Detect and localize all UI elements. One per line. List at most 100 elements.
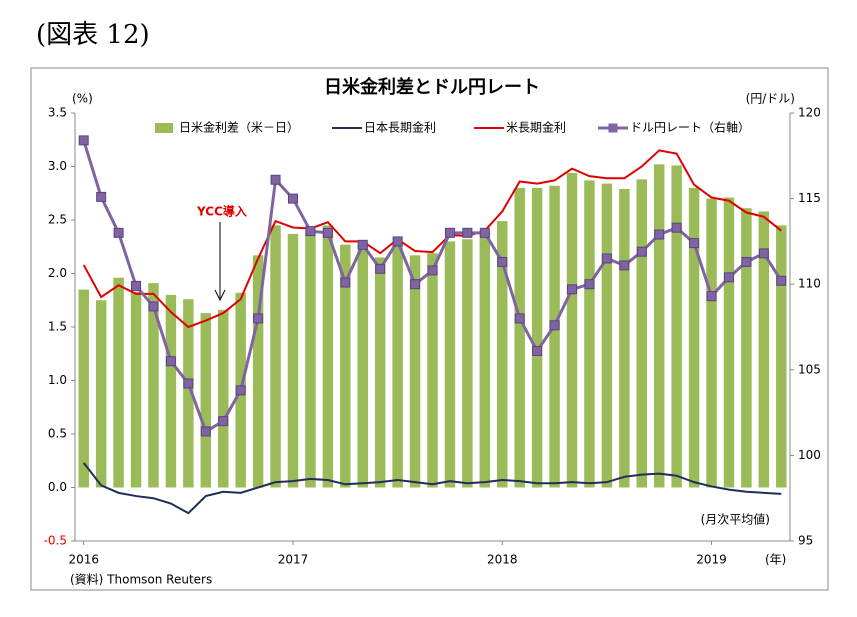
annotation: YCC導入	[196, 204, 247, 219]
marker	[340, 277, 351, 288]
bar	[601, 183, 613, 488]
marker	[497, 256, 508, 267]
bar	[78, 289, 89, 488]
y-tick-label: 1.0	[48, 373, 67, 387]
bar	[462, 239, 473, 488]
marker	[654, 229, 665, 240]
bar	[252, 255, 264, 488]
marker	[584, 279, 595, 290]
bar	[130, 291, 142, 488]
bar	[497, 221, 508, 488]
marker	[479, 227, 490, 238]
marker	[462, 227, 473, 238]
marker	[549, 320, 560, 331]
bar	[392, 241, 403, 488]
bar	[636, 179, 647, 488]
note: (月次平均値)	[701, 512, 770, 527]
y-tick-label: 1.5	[48, 320, 67, 334]
legend-swatch	[155, 123, 173, 133]
marker	[601, 253, 612, 264]
bar	[741, 208, 752, 488]
bar	[723, 197, 735, 488]
line	[82, 462, 782, 515]
marker	[723, 272, 734, 283]
bar	[531, 187, 543, 488]
bar	[322, 225, 334, 488]
marker	[78, 135, 89, 146]
marker	[671, 222, 682, 233]
y2-tick-label: 110	[798, 277, 821, 291]
x-unit: (年)	[765, 553, 786, 567]
bar	[374, 257, 386, 488]
bar	[270, 225, 281, 488]
x-tick-label: 2016	[68, 553, 99, 567]
marker	[741, 256, 752, 267]
bar	[444, 241, 456, 488]
marker	[148, 301, 159, 312]
y2-tick-label: 115	[798, 191, 821, 205]
bar	[758, 211, 770, 488]
marker	[183, 378, 194, 389]
bar	[549, 185, 560, 488]
source: (資料) Thomson Reuters	[70, 573, 212, 587]
marker	[270, 174, 281, 185]
legend-label: ドル円レート（右軸）	[630, 120, 750, 135]
y-tick-label: 0.5	[48, 427, 67, 441]
bar	[148, 283, 159, 488]
y-tick-label: 2.0	[48, 266, 67, 280]
bar	[340, 244, 351, 488]
bar	[653, 164, 665, 488]
bar	[165, 294, 177, 488]
marker	[758, 248, 769, 259]
bar	[427, 253, 438, 488]
annotation-arrowhead	[214, 289, 226, 302]
marker	[96, 191, 107, 202]
y-tick-label: 2.5	[48, 213, 67, 227]
y2-tick-label: 95	[798, 534, 813, 548]
chart-frame	[30, 67, 829, 591]
marker	[532, 345, 543, 356]
marker	[357, 239, 368, 250]
bar	[671, 165, 682, 488]
y-tick-label: 3.0	[48, 159, 67, 173]
legend-marker	[608, 123, 618, 133]
y2-tick-label: 120	[798, 106, 821, 120]
bar	[200, 313, 212, 488]
y2-tick-label: 105	[798, 362, 821, 376]
bar	[566, 172, 578, 488]
bar	[619, 188, 630, 488]
bar	[479, 232, 491, 488]
bar	[776, 225, 787, 488]
marker	[706, 291, 717, 302]
marker	[235, 385, 246, 396]
marker	[165, 356, 176, 367]
bar	[688, 187, 700, 488]
marker	[131, 280, 142, 291]
marker	[567, 284, 578, 295]
y2-tick-label: 100	[798, 448, 821, 462]
marker	[444, 227, 455, 238]
marker	[514, 313, 525, 324]
bar	[113, 277, 124, 488]
bar	[584, 180, 595, 488]
marker	[375, 263, 386, 274]
marker	[200, 426, 211, 437]
line	[82, 149, 782, 329]
bar	[183, 299, 194, 488]
legend-label: 日本長期金利	[364, 120, 436, 135]
marker	[113, 227, 124, 238]
marker	[689, 238, 700, 249]
chart-title: 日米金利差とドル円レート	[324, 76, 540, 98]
marker	[287, 193, 298, 204]
y-axis-label: (%)	[72, 92, 93, 106]
y-tick-label: 0.0	[48, 480, 67, 494]
marker	[322, 227, 333, 238]
y-tick-label: -0.5	[44, 534, 67, 548]
marker	[619, 260, 630, 271]
bar	[409, 255, 421, 488]
marker	[392, 236, 403, 247]
marker	[427, 265, 438, 276]
bar	[305, 230, 316, 488]
bar	[706, 198, 717, 488]
